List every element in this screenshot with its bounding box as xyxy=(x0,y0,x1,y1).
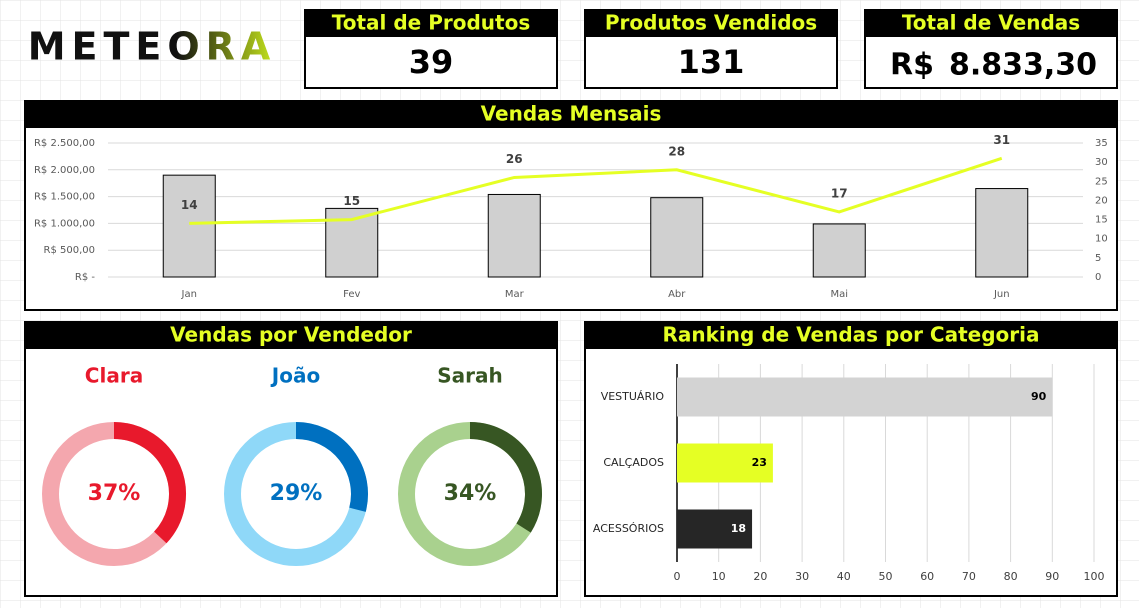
x-tick-label: Mai xyxy=(830,289,848,300)
x-tick-label: Fev xyxy=(343,289,360,300)
y-tick-label: R$ 2.000,00 xyxy=(34,165,95,176)
y-tick-label: R$ 2.500,00 xyxy=(34,138,95,149)
kpi-value: 131 xyxy=(678,43,745,81)
y-tick-label: VESTUÁRIO xyxy=(601,390,665,403)
y2-tick-label: 15 xyxy=(1095,215,1108,226)
bar xyxy=(650,197,704,278)
y2-tick-label: 20 xyxy=(1095,195,1108,206)
x-tick-label: 80 xyxy=(1004,570,1018,583)
kpi-value: 8.833,30 xyxy=(949,48,1097,83)
y2-tick-label: 10 xyxy=(1095,234,1108,245)
line xyxy=(189,156,1003,225)
bar xyxy=(677,377,1053,417)
donut-segment xyxy=(295,422,368,512)
panel-title: Vendas por Vendedor xyxy=(170,323,412,347)
data-label: 31 xyxy=(993,133,1010,147)
data-label: 15 xyxy=(343,194,360,208)
donut-segment xyxy=(469,422,542,533)
seller-name: João xyxy=(270,364,320,388)
y2-tick-label: 5 xyxy=(1095,253,1101,264)
x-tick-label: 100 xyxy=(1084,570,1105,583)
data-label: 23 xyxy=(752,456,767,469)
x-tick-label: 90 xyxy=(1045,570,1059,583)
bar xyxy=(162,174,216,278)
panel-title: Vendas Mensais xyxy=(481,102,662,126)
x-tick-label: 30 xyxy=(795,570,809,583)
panel-title: Total de Produtos xyxy=(332,11,530,35)
x-tick-label: Jan xyxy=(181,289,197,300)
kpi-value: 39 xyxy=(409,43,454,81)
donut-label: 34% xyxy=(444,481,497,506)
donut-segment xyxy=(113,422,186,544)
panel-header xyxy=(25,322,557,349)
x-tick-label: 60 xyxy=(920,570,934,583)
bar xyxy=(975,188,1029,278)
x-tick-label: Abr xyxy=(668,289,686,300)
data-label: 17 xyxy=(831,186,848,200)
panel-title: Ranking de Vendas por Categoria xyxy=(663,323,1040,347)
data-label: 18 xyxy=(731,522,746,535)
x-tick-label: 10 xyxy=(712,570,726,583)
y-tick-label: ACESSÓRIOS xyxy=(593,522,664,535)
panel-header xyxy=(865,10,1117,37)
panel-header xyxy=(585,10,837,37)
bar xyxy=(325,207,379,278)
donut-label: 29% xyxy=(270,481,323,506)
kpi-currency: R$ xyxy=(890,48,934,83)
panel xyxy=(584,321,1118,597)
panel-header xyxy=(25,101,1117,128)
data-label: 90 xyxy=(1031,390,1047,403)
bar xyxy=(677,509,753,549)
y2-tick-label: 30 xyxy=(1095,157,1108,168)
y-tick-label: CALÇADOS xyxy=(603,456,664,469)
x-tick-label: 50 xyxy=(879,570,893,583)
y-tick-label: R$ 1.000,00 xyxy=(34,218,95,229)
bar xyxy=(677,443,773,483)
panel-title: Produtos Vendidos xyxy=(605,11,817,35)
panel-header xyxy=(305,10,557,37)
x-tick-label: Jun xyxy=(993,289,1010,300)
y2-tick-label: 35 xyxy=(1095,138,1108,149)
x-tick-label: 0 xyxy=(674,570,681,583)
panel-header xyxy=(585,322,1117,349)
logo: METEORA xyxy=(28,25,277,69)
x-tick-label: 20 xyxy=(753,570,767,583)
bar xyxy=(487,193,541,278)
y-tick-label: R$ 500,00 xyxy=(44,245,95,256)
y2-tick-label: 0 xyxy=(1095,272,1101,283)
bar xyxy=(812,223,866,278)
y2-tick-label: 25 xyxy=(1095,176,1108,187)
seller-name: Clara xyxy=(85,364,143,388)
data-label: 14 xyxy=(181,198,198,212)
data-label: 28 xyxy=(668,144,685,158)
y-tick-label: R$ - xyxy=(75,272,95,283)
seller-name: Sarah xyxy=(437,364,503,388)
x-tick-label: 40 xyxy=(837,570,851,583)
panel-title: Total de Vendas xyxy=(902,11,1080,35)
data-label: 26 xyxy=(506,152,523,166)
x-tick-label: 70 xyxy=(962,570,976,583)
donut-label: 37% xyxy=(88,481,141,506)
y-tick-label: R$ 1.500,00 xyxy=(34,192,95,203)
x-tick-label: Mar xyxy=(505,289,525,300)
